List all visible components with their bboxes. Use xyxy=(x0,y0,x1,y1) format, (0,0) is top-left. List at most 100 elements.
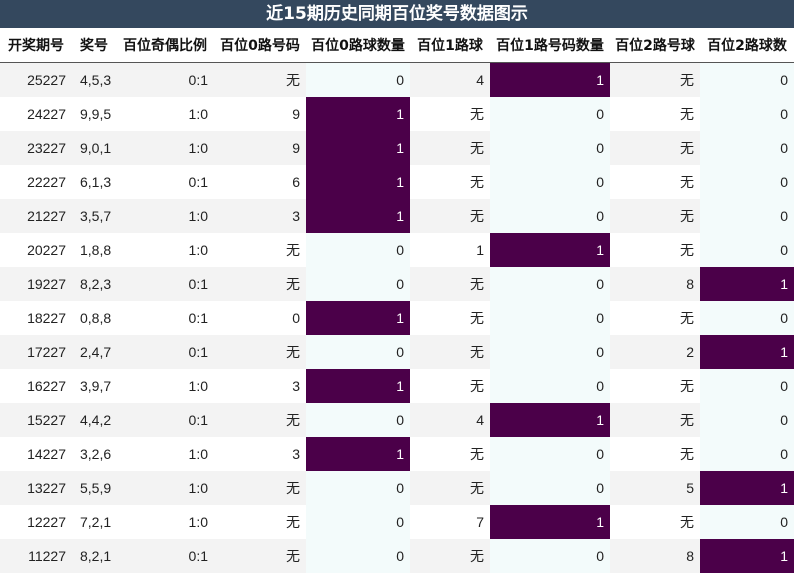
route0-number-cell: 无 xyxy=(214,62,306,97)
number-cell: 0,8,8 xyxy=(72,301,116,335)
route0-number-cell: 3 xyxy=(214,199,306,233)
table-row: 15227 4,4,2 0:1 无 0 4 1 无 0 xyxy=(0,403,794,437)
table-body: 25227 4,5,3 0:1 无 0 4 1 无 0 24227 9,9,5 1:0 9 1 无 0 无 0 23… xyxy=(0,62,794,573)
table-row: 11227 8,2,1 0:1 无 0 无 0 8 1 xyxy=(0,539,794,573)
route2-count-cell: 0 xyxy=(700,131,794,165)
route0-number-cell: 6 xyxy=(214,165,306,199)
issue-cell: 16227 xyxy=(0,369,72,403)
issue-cell: 11227 xyxy=(0,539,72,573)
header-route0-count: 百位0路球数量 xyxy=(306,28,410,63)
issue-cell: 13227 xyxy=(0,471,72,505)
route0-count-cell: 0 xyxy=(306,539,410,573)
header-row: 开奖期号 奖号 百位奇偶比例 百位0路号码 百位0路球数量 百位1路球 百位1路… xyxy=(0,28,794,63)
ratio-cell: 0:1 xyxy=(116,165,214,199)
route1-count-cell: 0 xyxy=(490,369,610,403)
route0-count-cell: 1 xyxy=(306,131,410,165)
route1-number-cell: 无 xyxy=(410,471,490,505)
route0-number-cell: 3 xyxy=(214,369,306,403)
header-number: 奖号 xyxy=(72,28,116,63)
number-cell: 9,0,1 xyxy=(72,131,116,165)
issue-cell: 24227 xyxy=(0,97,72,131)
table-row: 19227 8,2,3 0:1 无 0 无 0 8 1 xyxy=(0,267,794,301)
route0-count-cell: 0 xyxy=(306,62,410,97)
number-cell: 3,2,6 xyxy=(72,437,116,471)
route2-number-cell: 无 xyxy=(610,97,700,131)
route2-count-cell: 0 xyxy=(700,233,794,267)
route1-number-cell: 4 xyxy=(410,62,490,97)
route0-count-cell: 1 xyxy=(306,437,410,471)
number-cell: 4,4,2 xyxy=(72,403,116,437)
ratio-cell: 1:0 xyxy=(116,131,214,165)
route1-count-cell: 0 xyxy=(490,267,610,301)
route2-count-cell: 0 xyxy=(700,165,794,199)
route0-count-cell: 0 xyxy=(306,335,410,369)
number-cell: 7,2,1 xyxy=(72,505,116,539)
issue-cell: 15227 xyxy=(0,403,72,437)
table-row: 24227 9,9,5 1:0 9 1 无 0 无 0 xyxy=(0,97,794,131)
ratio-cell: 1:0 xyxy=(116,233,214,267)
route1-number-cell: 无 xyxy=(410,437,490,471)
header-odd-even-ratio: 百位奇偶比例 xyxy=(116,28,214,63)
route2-number-cell: 无 xyxy=(610,301,700,335)
route0-number-cell: 无 xyxy=(214,471,306,505)
route2-number-cell: 无 xyxy=(610,505,700,539)
ratio-cell: 1:0 xyxy=(116,471,214,505)
table-row: 22227 6,1,3 0:1 6 1 无 0 无 0 xyxy=(0,165,794,199)
route1-number-cell: 无 xyxy=(410,267,490,301)
ratio-cell: 0:1 xyxy=(116,301,214,335)
route0-count-cell: 0 xyxy=(306,267,410,301)
route1-count-cell: 1 xyxy=(490,403,610,437)
route0-count-cell: 0 xyxy=(306,233,410,267)
route0-number-cell: 无 xyxy=(214,335,306,369)
route0-number-cell: 无 xyxy=(214,267,306,301)
route1-number-cell: 无 xyxy=(410,165,490,199)
header-route1-number: 百位1路球 xyxy=(410,28,490,63)
route1-number-cell: 无 xyxy=(410,301,490,335)
route2-count-cell: 0 xyxy=(700,301,794,335)
history-table: 开奖期号 奖号 百位奇偶比例 百位0路号码 百位0路球数量 百位1路球 百位1路… xyxy=(0,28,794,573)
number-cell: 5,5,9 xyxy=(72,471,116,505)
route2-count-cell: 1 xyxy=(700,335,794,369)
route0-count-cell: 0 xyxy=(306,505,410,539)
route0-number-cell: 无 xyxy=(214,505,306,539)
route2-count-cell: 0 xyxy=(700,199,794,233)
route2-number-cell: 无 xyxy=(610,233,700,267)
ratio-cell: 0:1 xyxy=(116,335,214,369)
route0-number-cell: 9 xyxy=(214,131,306,165)
issue-cell: 21227 xyxy=(0,199,72,233)
ratio-cell: 0:1 xyxy=(116,539,214,573)
table-row: 23227 9,0,1 1:0 9 1 无 0 无 0 xyxy=(0,131,794,165)
table-row: 14227 3,2,6 1:0 3 1 无 0 无 0 xyxy=(0,437,794,471)
route2-number-cell: 2 xyxy=(610,335,700,369)
route0-count-cell: 1 xyxy=(306,165,410,199)
number-cell: 1,8,8 xyxy=(72,233,116,267)
route1-count-cell: 1 xyxy=(490,233,610,267)
issue-cell: 12227 xyxy=(0,505,72,539)
issue-cell: 25227 xyxy=(0,62,72,97)
number-cell: 2,4,7 xyxy=(72,335,116,369)
number-cell: 3,9,7 xyxy=(72,369,116,403)
page-title: 近15期历史同期百位奖号数据图示 xyxy=(0,0,794,28)
route0-count-cell: 1 xyxy=(306,199,410,233)
route2-number-cell: 5 xyxy=(610,471,700,505)
table-row: 13227 5,5,9 1:0 无 0 无 0 5 1 xyxy=(0,471,794,505)
route1-number-cell: 无 xyxy=(410,131,490,165)
route0-number-cell: 9 xyxy=(214,97,306,131)
route2-count-cell: 0 xyxy=(700,403,794,437)
number-cell: 3,5,7 xyxy=(72,199,116,233)
route2-number-cell: 8 xyxy=(610,539,700,573)
route1-number-cell: 无 xyxy=(410,335,490,369)
route0-number-cell: 0 xyxy=(214,301,306,335)
route1-count-cell: 0 xyxy=(490,437,610,471)
header-route1-count: 百位1路号码数量 xyxy=(490,28,610,63)
route1-count-cell: 1 xyxy=(490,62,610,97)
route2-number-cell: 无 xyxy=(610,131,700,165)
route1-count-cell: 0 xyxy=(490,471,610,505)
issue-cell: 18227 xyxy=(0,301,72,335)
route2-number-cell: 8 xyxy=(610,267,700,301)
route0-number-cell: 无 xyxy=(214,233,306,267)
route1-number-cell: 无 xyxy=(410,369,490,403)
ratio-cell: 0:1 xyxy=(116,62,214,97)
number-cell: 9,9,5 xyxy=(72,97,116,131)
route1-number-cell: 无 xyxy=(410,539,490,573)
